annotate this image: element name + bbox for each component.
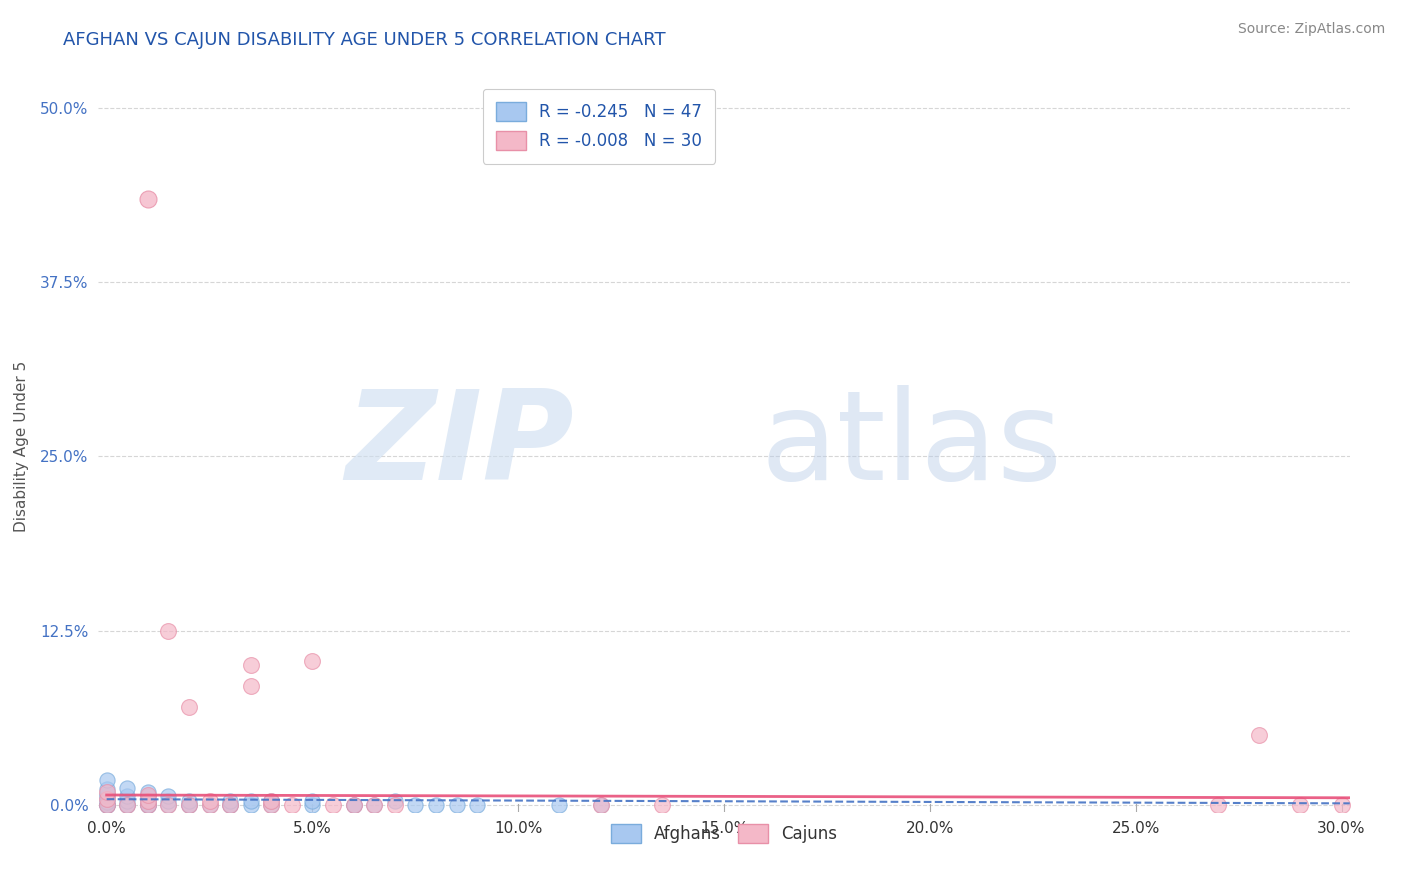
Point (157, 797, 180, 812)
Point (198, 794, 221, 808)
Point (239, 679, 262, 693)
Point (219, 794, 242, 808)
Point (136, 797, 159, 812)
Point (96, 789, 118, 804)
Point (589, 797, 612, 812)
Point (136, 794, 159, 808)
Point (198, 797, 221, 812)
Point (177, 797, 200, 812)
Point (651, 797, 673, 812)
Point (177, 797, 200, 812)
Point (322, 797, 344, 812)
Point (548, 797, 571, 812)
Text: atlas: atlas (761, 385, 1063, 507)
Point (136, 797, 159, 812)
Point (343, 797, 366, 812)
Point (157, 789, 180, 804)
Point (260, 794, 283, 808)
Point (136, 797, 159, 812)
Point (96, 792, 118, 806)
Point (115, 780, 138, 795)
Point (301, 797, 323, 812)
Point (96, 797, 118, 812)
Point (301, 654, 323, 668)
Point (384, 797, 406, 812)
Point (446, 797, 468, 812)
Point (363, 797, 385, 812)
Point (136, 788, 159, 802)
Point (136, 785, 159, 799)
Point (115, 789, 138, 804)
Point (96, 795, 118, 809)
Point (239, 797, 262, 812)
Point (177, 797, 200, 812)
Point (363, 797, 385, 812)
Point (343, 797, 366, 812)
Point (1330, 797, 1353, 812)
Y-axis label: Disability Age Under 5: Disability Age Under 5 (14, 360, 30, 532)
Point (96, 792, 118, 806)
Point (281, 797, 304, 812)
Point (260, 797, 283, 812)
Point (1249, 728, 1271, 742)
Point (136, 794, 159, 808)
Point (177, 700, 200, 714)
Point (136, 797, 159, 812)
Point (219, 797, 242, 812)
Point (425, 797, 447, 812)
Point (96, 797, 118, 812)
Point (96, 797, 118, 812)
Point (239, 658, 262, 673)
Point (239, 794, 262, 808)
Point (115, 794, 138, 808)
Point (260, 794, 283, 808)
Point (96, 772, 118, 787)
Point (384, 794, 406, 808)
Point (96, 797, 118, 812)
Point (343, 797, 366, 812)
Point (115, 797, 138, 812)
Point (177, 794, 200, 808)
Point (219, 797, 242, 812)
Point (301, 794, 323, 808)
Point (589, 797, 612, 812)
Point (198, 797, 221, 812)
Point (96, 782, 118, 797)
Text: ZIP: ZIP (346, 385, 574, 507)
Point (136, 192, 159, 206)
Legend: Afghans, Cajuns: Afghans, Cajuns (599, 812, 849, 855)
Point (96, 797, 118, 812)
Point (260, 797, 283, 812)
Point (1206, 797, 1229, 812)
Point (115, 797, 138, 812)
Point (96, 785, 118, 799)
Point (157, 624, 180, 638)
Point (136, 789, 159, 804)
Point (465, 797, 488, 812)
Text: Source: ZipAtlas.com: Source: ZipAtlas.com (1237, 22, 1385, 37)
Point (157, 794, 180, 808)
Point (157, 797, 180, 812)
Point (115, 797, 138, 812)
Point (96, 787, 118, 801)
Point (404, 797, 426, 812)
Text: AFGHAN VS CAJUN DISABILITY AGE UNDER 5 CORRELATION CHART: AFGHAN VS CAJUN DISABILITY AGE UNDER 5 C… (63, 31, 666, 49)
Point (219, 797, 242, 812)
Point (1289, 797, 1312, 812)
